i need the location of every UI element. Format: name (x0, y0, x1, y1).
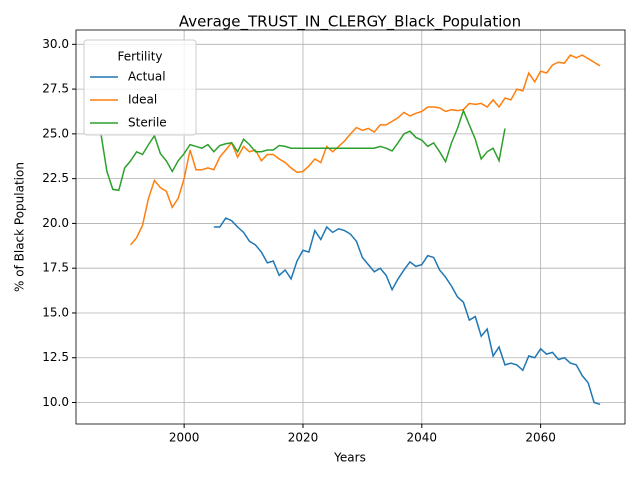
legend-label: Sterile (128, 116, 167, 130)
plot-frame (75, 29, 626, 425)
legend: Fertility Actual Ideal Sterile (83, 39, 197, 136)
y-tick-label: 25.0 (42, 126, 69, 140)
y-tick-label: 15.0 (42, 305, 69, 319)
legend-label: Ideal (128, 93, 157, 107)
series-line (130, 54, 601, 246)
x-tick-label: 2000 (169, 431, 200, 445)
x-tick-label: 2040 (407, 431, 438, 445)
x-tick-label: 2060 (525, 431, 556, 445)
y-tick-label: 20.0 (42, 216, 69, 230)
y-tick-label: 10.0 (42, 395, 69, 409)
legend-title: Fertility (117, 50, 162, 64)
y-tick-label: 22.5 (42, 171, 69, 185)
chart-title: Average_TRUST_IN_CLERGY_Black_Population (179, 13, 521, 32)
x-tick-label: 2020 (288, 431, 319, 445)
y-axis-label: % of Black Population (13, 162, 27, 292)
x-axis-label: Years (333, 451, 366, 465)
y-tick-label: 27.5 (42, 82, 69, 96)
legend-box (83, 39, 197, 136)
y-tick-label: 30.0 (42, 37, 69, 51)
series-line (213, 217, 601, 406)
legend-label: Actual (128, 70, 166, 84)
y-tick-label: 12.5 (42, 350, 69, 364)
series-line (100, 108, 506, 192)
y-tick-label: 17.5 (42, 261, 69, 275)
